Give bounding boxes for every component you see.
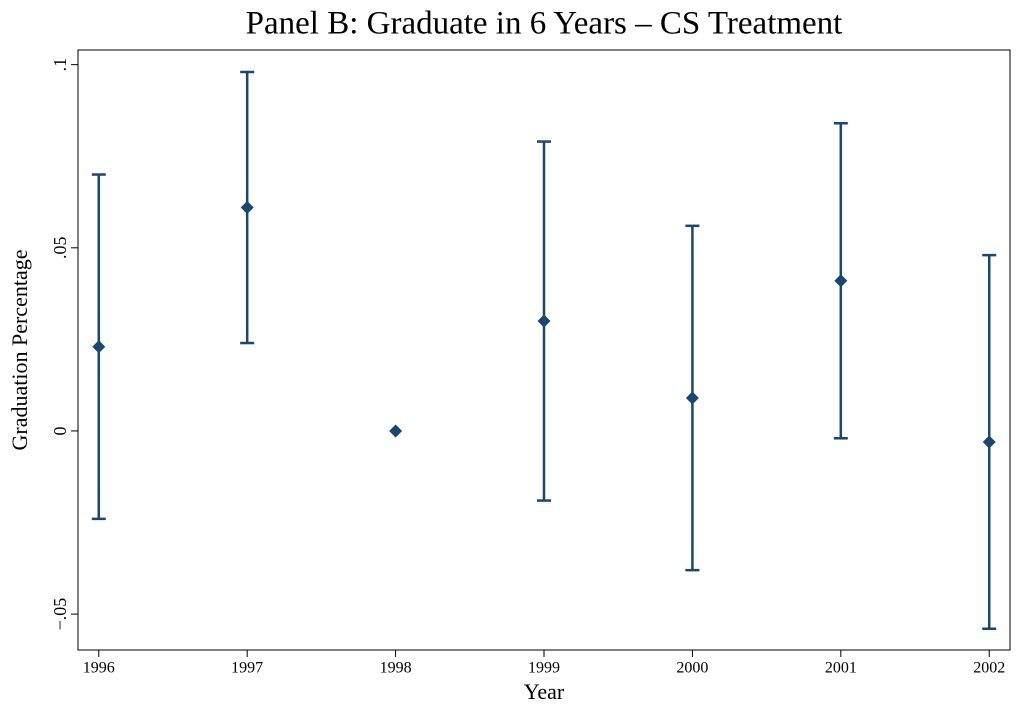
point-estimate [982, 435, 996, 449]
y-tick-label: .05 [50, 237, 70, 259]
point-estimate [240, 201, 254, 215]
x-tick-label: 1998 [380, 660, 412, 677]
x-tick-label: 1999 [528, 660, 560, 677]
x-tick-label: 1996 [83, 660, 115, 677]
y-axis-label: Graduation Percentage [7, 250, 32, 451]
x-tick-label: 2002 [973, 660, 1005, 677]
point-estimate [92, 340, 106, 354]
chart-title: Panel B: Graduate in 6 Years – CS Treatm… [246, 6, 843, 42]
point-estimate [537, 314, 551, 328]
y-tick-label: −.05 [50, 598, 70, 631]
x-tick-label: 1997 [231, 660, 263, 677]
point-estimate [834, 274, 848, 288]
point-estimate [389, 424, 403, 438]
x-axis-label: Year [524, 679, 565, 704]
point-estimate [685, 391, 699, 405]
x-tick-label: 2000 [676, 660, 708, 677]
x-tick-label: 2001 [825, 660, 857, 677]
y-tick-label: 0 [50, 426, 70, 435]
y-tick-label: .1 [50, 58, 70, 72]
